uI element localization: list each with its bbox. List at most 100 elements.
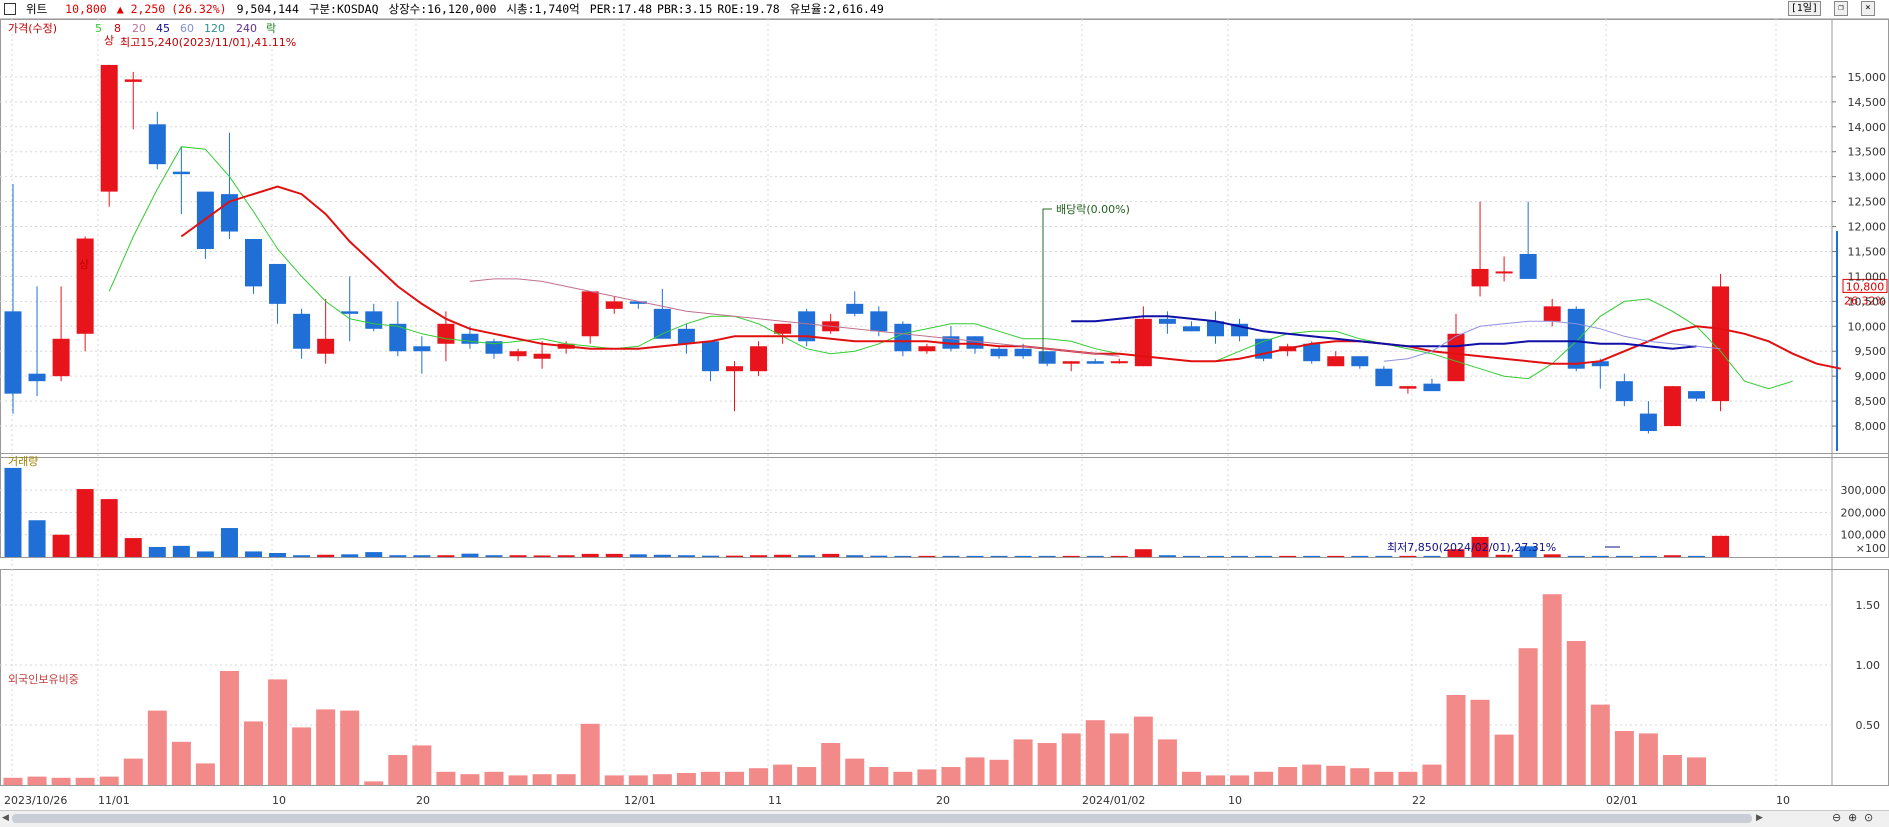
x-tick-label: 10 xyxy=(1776,794,1790,807)
volume-bar xyxy=(822,553,840,557)
candle-body xyxy=(4,311,22,394)
scroll-left-icon[interactable]: ◀ xyxy=(2,813,9,823)
candle-body xyxy=(1014,348,1032,357)
scroll-thumb[interactable] xyxy=(12,814,1752,823)
roe-value: ROE:19.78 xyxy=(717,2,780,16)
ma-line-20 xyxy=(180,185,1842,370)
legend-ma-5: 5 xyxy=(95,22,102,35)
volume-bar xyxy=(437,555,455,557)
foreign-bar xyxy=(1181,771,1201,785)
foreign-bar xyxy=(1230,775,1250,785)
foreign-bar xyxy=(1109,733,1129,785)
volume-bar xyxy=(1014,555,1032,557)
zoom-out-icon[interactable]: ⊖ xyxy=(1832,811,1842,824)
candle-body xyxy=(1591,361,1609,367)
volume-bar xyxy=(1255,555,1273,557)
foreign-bar xyxy=(1374,771,1394,785)
candle-body xyxy=(52,338,70,377)
foreign-bar xyxy=(1422,764,1442,785)
close-icon[interactable]: × xyxy=(1861,1,1875,16)
price-tick-label: 14,000 xyxy=(1848,121,1887,134)
zoom-in-icon[interactable]: ⊕ xyxy=(1848,811,1858,824)
candle-body xyxy=(1375,368,1393,387)
candle-body xyxy=(509,351,527,357)
volume-bar xyxy=(918,555,936,557)
zoom-reset-icon[interactable]: ⊙ xyxy=(1864,811,1874,824)
ma-line-60 xyxy=(1383,320,1721,362)
foreign-bar xyxy=(1542,594,1562,785)
foreign-bar xyxy=(1326,765,1346,785)
volume-bar xyxy=(1447,549,1465,557)
foreign-bar xyxy=(917,769,937,785)
candle-body xyxy=(1086,361,1104,364)
per-value: PER:17.48 xyxy=(589,2,653,16)
candle-body xyxy=(653,308,671,339)
candle-body xyxy=(1110,361,1128,364)
current-price-box xyxy=(1842,278,1888,293)
horizontal-scrollbar[interactable]: ◀ ▶ ⊖ ⊕ ⊙ xyxy=(0,810,1889,827)
x-tick-label: 02/01 xyxy=(1606,794,1638,807)
legend-ma-45: 45 xyxy=(156,22,170,35)
candle-body xyxy=(918,346,936,352)
candle-body xyxy=(581,291,599,337)
volume-tick-label: 300,000 xyxy=(1841,484,1887,497)
foreign-bar xyxy=(292,727,312,785)
volume-bar xyxy=(76,489,94,557)
candle-body xyxy=(1351,356,1369,367)
legend-ma-20: 20 xyxy=(132,22,146,35)
candle-body xyxy=(148,124,166,165)
volume-pane xyxy=(4,467,1730,557)
restore-icon[interactable]: ❐ xyxy=(1834,1,1848,16)
foreign-bar xyxy=(484,771,504,785)
volume-unit-label: ×100 xyxy=(1856,542,1886,555)
volume-bar xyxy=(1086,555,1104,557)
select-checkbox[interactable] xyxy=(4,3,16,15)
scroll-right-icon[interactable]: ▶ xyxy=(1756,813,1763,823)
foreign-bar xyxy=(1133,716,1153,785)
axis-scroll-bar xyxy=(1836,231,1838,451)
candle-body xyxy=(701,341,719,372)
foreign-bar xyxy=(123,758,143,785)
upper-limit-marker-2: 상 xyxy=(104,34,114,47)
foreign-bar xyxy=(989,759,1009,785)
legend-price-label: 가격(수정) xyxy=(8,22,57,35)
foreign-bar xyxy=(99,776,119,785)
volume-bar xyxy=(990,555,1008,557)
price-tick-label: 9,500 xyxy=(1855,345,1887,358)
candle-body xyxy=(245,239,262,287)
candle-body xyxy=(774,323,792,334)
foreign-bar xyxy=(219,671,239,785)
foreign-bar xyxy=(460,774,480,785)
volume-bar xyxy=(653,554,671,557)
candle-body xyxy=(461,333,479,344)
volume-bar xyxy=(750,555,768,557)
x-tick-label: 10 xyxy=(272,794,286,807)
foreign-ownership-pane xyxy=(3,594,1706,785)
foreign-bar xyxy=(893,771,913,785)
volume-bar xyxy=(269,552,287,557)
volume-tick-label: 200,000 xyxy=(1841,506,1887,519)
price-tick-label: 12,500 xyxy=(1848,196,1887,209)
volume-bar xyxy=(341,554,359,557)
chart-labels: 가격(수정) 5 8 20 45 60 120 240 락 최고15,240(2… xyxy=(8,22,1556,686)
volume-bar xyxy=(1327,555,1345,557)
candle-body xyxy=(798,311,816,342)
candle-body xyxy=(894,323,912,352)
volume-bar xyxy=(485,555,503,557)
period-button[interactable]: [1일] xyxy=(1787,1,1821,16)
ma-line-120 xyxy=(469,278,1120,357)
candle-body xyxy=(172,171,190,175)
candle-body xyxy=(1062,361,1080,364)
candle-body xyxy=(1182,326,1200,332)
foreign-bar xyxy=(797,767,817,785)
foreign-bar xyxy=(1037,743,1057,785)
foreign-bar xyxy=(1494,734,1514,785)
candle-body xyxy=(293,313,311,349)
volume-bar xyxy=(245,551,262,557)
x-tick-label: 11 xyxy=(768,794,782,807)
ma-line-5 xyxy=(108,146,1793,390)
x-tick-label: 20 xyxy=(936,794,950,807)
volume-bar xyxy=(533,555,551,557)
legend-ma-120: 120 xyxy=(204,22,225,35)
volume-bar xyxy=(509,555,527,557)
